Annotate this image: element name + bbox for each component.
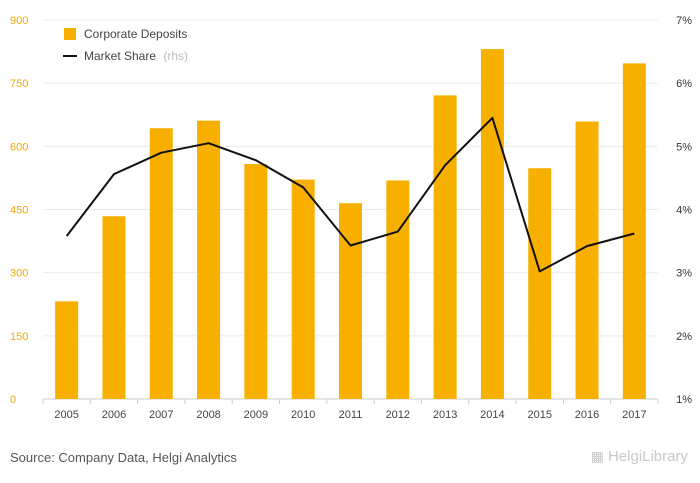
y-left-tick-label: 300 [10,268,28,280]
chart: 0 150 300 450 600 750 900 1% 2% 3% 4% 5% 6% 7% 2005 200… [10,15,692,421]
x-tick-label: 2005 [54,409,78,421]
x-tick-label: 2006 [102,409,126,421]
market-share-line-group [65,116,635,273]
y-left-tick-label: 600 [10,141,28,153]
library-icon: ▦ [590,448,604,464]
y-right-tick-label: 7% [676,15,692,27]
legend: Corporate Deposits Market Share (rhs) [63,27,188,63]
x-tick-label: 2015 [527,409,551,421]
logo-text: HelgiLibrary [607,448,688,465]
market-share-line [65,116,635,273]
x-tick-label: 2012 [386,409,410,421]
bar-corporate-deposits [480,49,504,399]
y-right-tick-label: 6% [676,78,692,90]
x-tick-label: 2014 [480,409,504,421]
bar-corporate-deposits [622,63,646,399]
y-right-tick-label: 3% [676,268,692,280]
y-right-tick-label: 2% [676,331,692,343]
bars [55,49,646,399]
bar-corporate-deposits [575,121,599,399]
bar-corporate-deposits [102,216,126,399]
x-tick-label: 2007 [149,409,173,421]
bar-corporate-deposits [433,95,457,399]
bar-corporate-deposits [291,179,315,399]
bar-corporate-deposits [197,120,221,399]
x-tick-label: 2016 [575,409,599,421]
y-left-tick-label: 0 [10,394,16,406]
y-left-tick-label: 150 [10,331,28,343]
x-tick-label: 2008 [196,409,220,421]
legend-label-corporate-deposits: Corporate Deposits [84,27,187,41]
bar-corporate-deposits [528,168,552,399]
y-left-tick-label: 750 [10,78,28,90]
x-tick-label: 2013 [433,409,457,421]
bar-corporate-deposits [386,180,410,399]
y-left-tick-label: 450 [10,205,28,217]
bar-corporate-deposits [244,164,268,399]
legend-market-share-suffix: (rhs) [163,49,188,63]
x-tick-label: 2010 [291,409,315,421]
y-right-tick-label: 5% [676,141,692,153]
x-tick-label: 2009 [244,409,268,421]
x-tick-label: 2017 [622,409,646,421]
source-note: Source: Company Data, Helgi Analytics [10,450,237,465]
y-right-tick-label: 4% [676,205,692,217]
x-tick-label: 2011 [339,409,363,421]
y-right-tick-label: 1% [676,394,692,406]
y-left-tick-label: 900 [10,15,28,27]
bar-corporate-deposits [339,203,362,399]
bar-corporate-deposits [55,301,79,399]
helgi-library-logo: ▦ HelgiLibrary [591,448,688,465]
bar-corporate-deposits [149,128,173,399]
legend-swatch-corporate-deposits [64,28,76,40]
legend-label-market-share: Market Share (rhs) [84,49,188,63]
legend-market-share-name: Market Share [84,49,156,63]
axes: 0 150 300 450 600 750 900 1% 2% 3% 4% 5% 6% 7% 2005 200… [10,15,692,421]
